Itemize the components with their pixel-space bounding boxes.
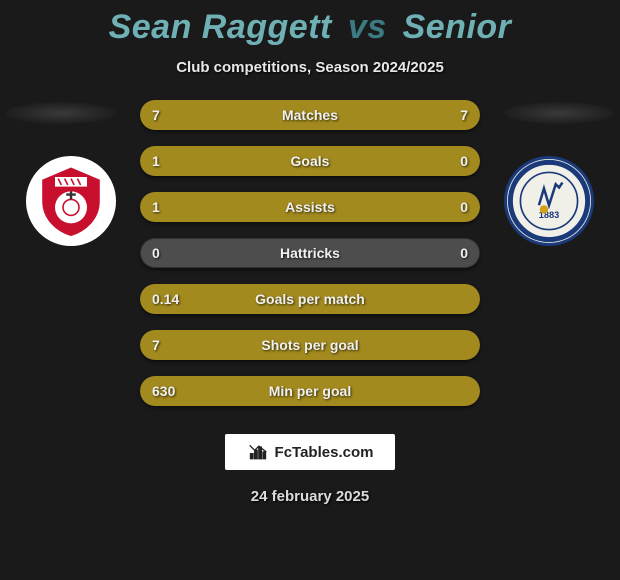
- stat-value-left: 0: [152, 245, 160, 261]
- stat-bar: 77Matches: [140, 100, 480, 130]
- stat-fill-left: [140, 284, 480, 314]
- footer-date: 24 february 2025: [0, 488, 620, 505]
- rotherham-crest-icon: [31, 161, 111, 241]
- stat-fill-left: [140, 100, 310, 130]
- stat-value-right: 0: [460, 245, 468, 261]
- team-crest-left: [26, 156, 116, 246]
- comparison-arena: 1883 77Matches 10Goals 10Assists 0 0Hattrick…: [0, 96, 620, 406]
- player2-name: Senior: [403, 8, 512, 46]
- team-crest-right: 1883: [504, 156, 594, 246]
- stat-fill-left: [140, 146, 480, 176]
- stat-bar: 630Min per goal: [140, 376, 480, 406]
- stat-fill-left: [140, 192, 480, 222]
- stat-label: Hattricks: [140, 245, 480, 261]
- vs-label: vs: [348, 8, 387, 46]
- stat-bar: 0.14Goals per match: [140, 284, 480, 314]
- stat-bar: 10Goals: [140, 146, 480, 176]
- stat-bar: 10Assists: [140, 192, 480, 222]
- stat-bar: 7Shots per goal: [140, 330, 480, 360]
- stat-bar: 0 0Hattricks: [140, 238, 480, 268]
- comparison-title: Sean Raggett vs Senior: [0, 0, 620, 47]
- player1-name: Sean Raggett: [109, 8, 332, 46]
- brand-label: FcTables.com: [275, 444, 374, 461]
- season-subtitle: Club competitions, Season 2024/2025: [0, 59, 620, 76]
- bristol-rovers-crest-icon: 1883: [507, 159, 591, 243]
- stat-fill-right: [310, 100, 480, 130]
- stat-bars: 77Matches 10Goals 10Assists 0 0Hattricks 0.14…: [140, 96, 480, 406]
- stat-fill-left: [140, 330, 480, 360]
- fctables-logo: FcTables.com: [225, 434, 395, 470]
- shadow-left: [6, 102, 116, 124]
- shadow-right: [504, 102, 614, 124]
- chart-icon: [247, 442, 269, 462]
- stat-fill-left: [140, 376, 480, 406]
